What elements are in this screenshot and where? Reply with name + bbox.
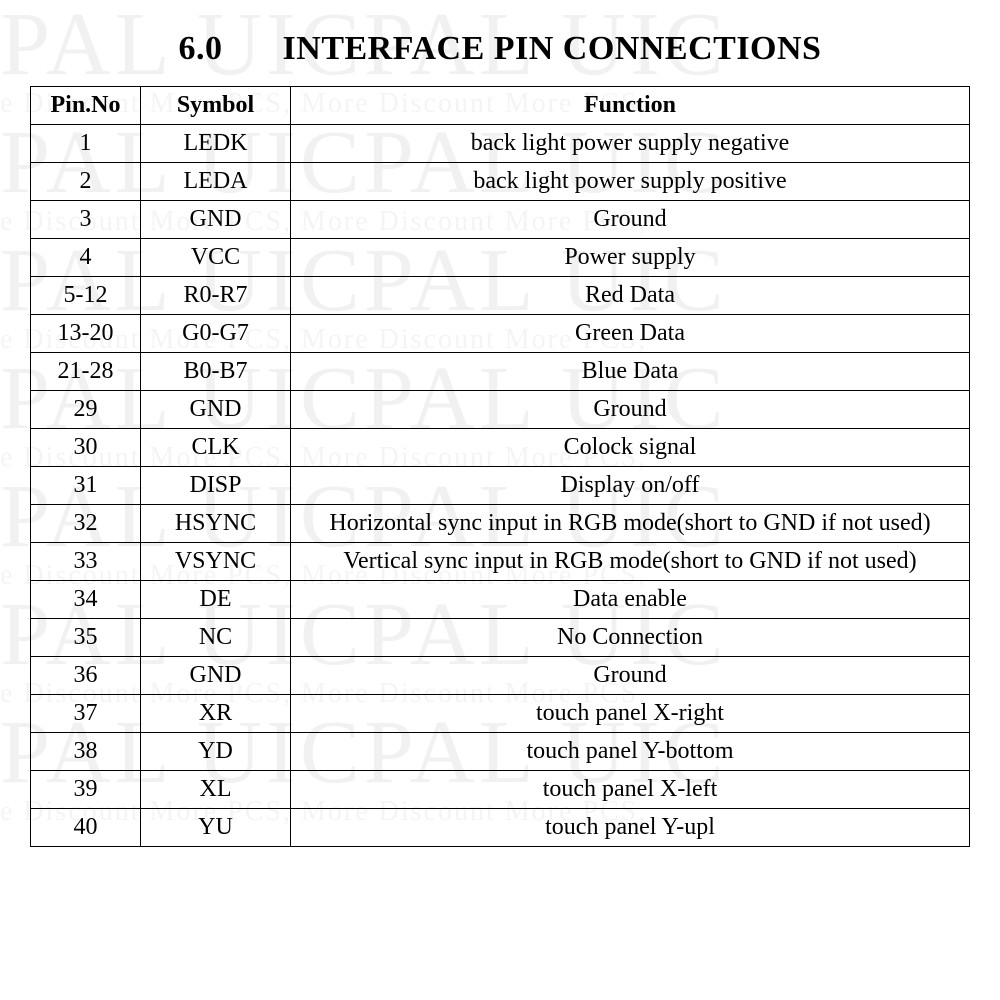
section-title-text: INTERFACE PIN CONNECTIONS [283, 30, 822, 67]
table-row: 39XLtouch panel X-left [31, 771, 970, 809]
cell-symbol: G0-G7 [141, 315, 291, 353]
section-title: 6.0 INTERFACE PIN CONNECTIONS [30, 30, 970, 68]
cell-symbol: R0-R7 [141, 277, 291, 315]
cell-pin-no: 30 [31, 429, 141, 467]
cell-symbol: VCC [141, 239, 291, 277]
cell-symbol: GND [141, 391, 291, 429]
column-header-symbol: Symbol [141, 87, 291, 125]
table-row: 21-28B0-B7Blue Data [31, 353, 970, 391]
cell-symbol: CLK [141, 429, 291, 467]
table-row: 36GNDGround [31, 657, 970, 695]
cell-pin-no: 3 [31, 201, 141, 239]
cell-function: Green Data [291, 315, 970, 353]
table-row: 35NCNo Connection [31, 619, 970, 657]
cell-function: No Connection [291, 619, 970, 657]
table-row: 1LEDKback light power supply negative [31, 125, 970, 163]
cell-function: touch panel X-left [291, 771, 970, 809]
cell-pin-no: 38 [31, 733, 141, 771]
table-row: 5-12R0-R7Red Data [31, 277, 970, 315]
cell-symbol: YU [141, 809, 291, 847]
table-row: 37XRtouch panel X-right [31, 695, 970, 733]
table-row: 33VSYNCVertical sync input in RGB mode(s… [31, 543, 970, 581]
cell-function: touch panel Y-upl [291, 809, 970, 847]
column-header-function: Function [291, 87, 970, 125]
cell-pin-no: 29 [31, 391, 141, 429]
cell-function: Ground [291, 201, 970, 239]
cell-symbol: LEDA [141, 163, 291, 201]
table-row: 38YDtouch panel Y-bottom [31, 733, 970, 771]
table-row: 30CLKColock signal [31, 429, 970, 467]
table-row: 32HSYNCHorizontal sync input in RGB mode… [31, 505, 970, 543]
cell-pin-no: 2 [31, 163, 141, 201]
table-row: 4VCCPower supply [31, 239, 970, 277]
cell-function: Colock signal [291, 429, 970, 467]
cell-pin-no: 1 [31, 125, 141, 163]
table-row: 13-20G0-G7Green Data [31, 315, 970, 353]
cell-function: touch panel X-right [291, 695, 970, 733]
column-header-pin: Pin.No [31, 87, 141, 125]
cell-function: touch panel Y-bottom [291, 733, 970, 771]
table-row: 29GNDGround [31, 391, 970, 429]
cell-pin-no: 37 [31, 695, 141, 733]
cell-function: back light power supply positive [291, 163, 970, 201]
cell-symbol: LEDK [141, 125, 291, 163]
table-body: 1LEDKback light power supply negative2LE… [31, 125, 970, 847]
cell-symbol: XR [141, 695, 291, 733]
cell-symbol: GND [141, 657, 291, 695]
cell-symbol: DE [141, 581, 291, 619]
table-row: 31DISPDisplay on/off [31, 467, 970, 505]
cell-pin-no: 4 [31, 239, 141, 277]
cell-symbol: XL [141, 771, 291, 809]
cell-pin-no: 40 [31, 809, 141, 847]
table-row: 40YUtouch panel Y-upl [31, 809, 970, 847]
cell-function: Red Data [291, 277, 970, 315]
cell-function: Ground [291, 391, 970, 429]
cell-function: Horizontal sync input in RGB mode(short … [291, 505, 970, 543]
cell-symbol: DISP [141, 467, 291, 505]
cell-function: Power supply [291, 239, 970, 277]
cell-pin-no: 32 [31, 505, 141, 543]
table-row: 2LEDAback light power supply positive [31, 163, 970, 201]
document-content: 6.0 INTERFACE PIN CONNECTIONS Pin.No Symb… [0, 0, 1000, 847]
cell-pin-no: 39 [31, 771, 141, 809]
cell-symbol: GND [141, 201, 291, 239]
cell-function: Ground [291, 657, 970, 695]
table-header-row: Pin.No Symbol Function [31, 87, 970, 125]
section-number: 6.0 [179, 30, 223, 67]
cell-pin-no: 36 [31, 657, 141, 695]
cell-function: Vertical sync input in RGB mode(short to… [291, 543, 970, 581]
cell-function: back light power supply negative [291, 125, 970, 163]
cell-symbol: B0-B7 [141, 353, 291, 391]
table-row: 3GNDGround [31, 201, 970, 239]
pin-connections-table: Pin.No Symbol Function 1LEDKback light p… [30, 86, 970, 847]
cell-pin-no: 31 [31, 467, 141, 505]
cell-symbol: NC [141, 619, 291, 657]
cell-symbol: HSYNC [141, 505, 291, 543]
cell-symbol: YD [141, 733, 291, 771]
table-row: 34DEData enable [31, 581, 970, 619]
cell-pin-no: 35 [31, 619, 141, 657]
cell-pin-no: 33 [31, 543, 141, 581]
cell-function: Data enable [291, 581, 970, 619]
cell-function: Blue Data [291, 353, 970, 391]
cell-pin-no: 13-20 [31, 315, 141, 353]
cell-pin-no: 21-28 [31, 353, 141, 391]
cell-pin-no: 5-12 [31, 277, 141, 315]
cell-pin-no: 34 [31, 581, 141, 619]
cell-function: Display on/off [291, 467, 970, 505]
cell-symbol: VSYNC [141, 543, 291, 581]
